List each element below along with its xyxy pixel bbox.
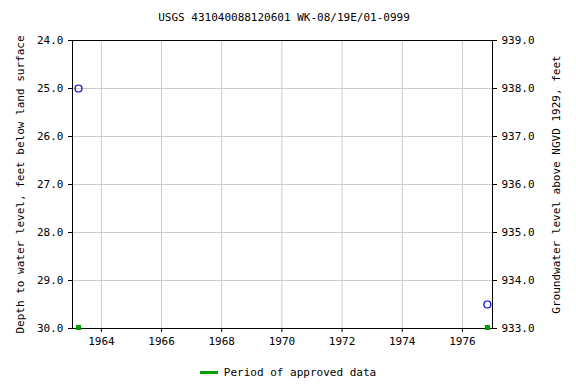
svg-text:28.0: 28.0 <box>37 226 64 239</box>
svg-text:Groundwater level above NGVD 1: Groundwater level above NGVD 1929, feet <box>550 55 563 313</box>
svg-text:1972: 1972 <box>329 335 356 348</box>
svg-text:938.0: 938.0 <box>502 82 535 95</box>
svg-text:24.0: 24.0 <box>37 34 64 47</box>
svg-text:1966: 1966 <box>148 335 175 348</box>
svg-text:933.0: 933.0 <box>502 322 535 335</box>
svg-text:1964: 1964 <box>88 335 115 348</box>
svg-text:1968: 1968 <box>208 335 235 348</box>
svg-text:936.0: 936.0 <box>502 178 535 191</box>
svg-text:937.0: 937.0 <box>502 130 535 143</box>
svg-text:935.0: 935.0 <box>502 226 535 239</box>
svg-text:939.0: 939.0 <box>502 34 535 47</box>
svg-text:1974: 1974 <box>389 335 416 348</box>
svg-text:25.0: 25.0 <box>37 82 64 95</box>
svg-text:1976: 1976 <box>449 335 476 348</box>
svg-text:30.0: 30.0 <box>37 322 64 335</box>
svg-text:934.0: 934.0 <box>502 274 535 287</box>
html-text:Period of approved data: Period of approved data <box>223 365 377 379</box>
svg-text:26.0: 26.0 <box>37 130 64 143</box>
svg-text:Depth to water level, feet bel: Depth to water level, feet below land su… <box>14 35 27 333</box>
html-text:USGS 431040088120601 WK-08/19E: USGS 431040088120601 WK-08/19E/01-0999 <box>158 11 410 24</box>
svg-text:1970: 1970 <box>269 335 296 348</box>
svg-text:27.0: 27.0 <box>37 178 64 191</box>
svg-text:29.0: 29.0 <box>37 274 64 287</box>
